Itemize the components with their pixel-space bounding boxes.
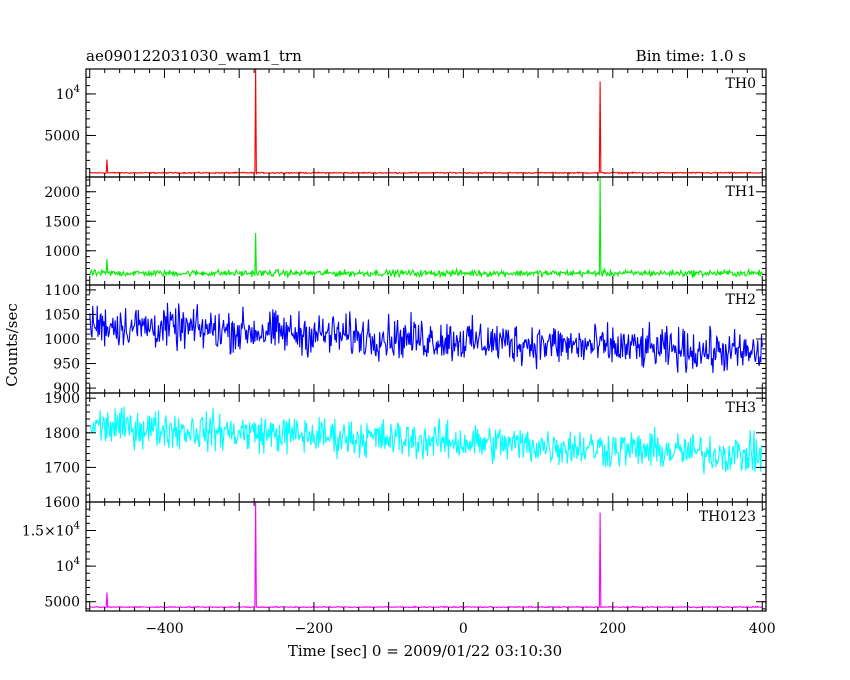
y-tick-label: 5000 xyxy=(44,128,80,144)
panel-label: TH0 xyxy=(726,76,756,92)
y-tick-label: 2000 xyxy=(44,185,80,201)
panel-th3: 1600 1700 1800 1900 TH3 xyxy=(44,391,767,511)
panel-frame xyxy=(85,284,767,394)
y-tick-label: 1000 xyxy=(44,244,80,260)
x-axis-label: Time [sec] 0 = 2009/01/22 03:10:30 xyxy=(288,642,562,660)
y-tick-label: 1700 xyxy=(44,460,80,476)
y-tick-label: 104 xyxy=(56,556,80,575)
y-tick-label: 1500 xyxy=(44,214,80,230)
panel-label: TH3 xyxy=(726,400,756,416)
panel-th0: 5000 104 TH0 xyxy=(44,68,767,178)
x-tick-label: 0 xyxy=(459,621,468,637)
y-tick-label: 1.5×104 xyxy=(22,520,80,539)
y-tick-label: 1600 xyxy=(44,495,80,511)
y-tick-label: 1800 xyxy=(44,426,80,442)
panel-label: TH2 xyxy=(726,292,756,308)
series-line-th3 xyxy=(89,406,763,475)
panel-th0123: 5000 104 1.5×104 TH0123 xyxy=(22,501,767,612)
panel-frame xyxy=(85,68,767,178)
y-tick-label: 5000 xyxy=(44,595,80,611)
panel-label: TH1 xyxy=(726,184,756,200)
series-line-th1 xyxy=(89,177,763,280)
y-tick-label: 1000 xyxy=(44,332,80,348)
series-line-th0123 xyxy=(89,502,763,609)
series-line-th0 xyxy=(89,69,763,176)
header-title: ae090122031030_wam1_trn xyxy=(86,47,302,65)
y-tick-label: 1900 xyxy=(44,391,80,407)
x-tick-label: −200 xyxy=(295,621,333,637)
panel-label: TH0123 xyxy=(699,509,756,525)
series-line-th2 xyxy=(89,302,763,373)
y-tick-label: 104 xyxy=(56,84,80,103)
y-tick-label: 950 xyxy=(53,357,80,373)
x-tick-label: 200 xyxy=(599,621,626,637)
y-axis-label: Counts/sec xyxy=(3,303,21,387)
x-tick-label: 400 xyxy=(749,621,776,637)
y-tick-label: 1050 xyxy=(44,307,80,323)
panel-frame xyxy=(85,501,767,612)
header-bin-time: Bin time: 1.0 s xyxy=(636,47,746,65)
y-tick-label: 1100 xyxy=(44,283,80,299)
y-tick-label: 900 xyxy=(53,381,80,397)
x-tick-label: −400 xyxy=(145,621,183,637)
panel-th2: 900 950 1000 1050 1100 TH2 xyxy=(44,283,767,397)
panel-th1: 1000 1500 2000 TH1 xyxy=(44,176,767,286)
panel-frame xyxy=(85,176,767,286)
